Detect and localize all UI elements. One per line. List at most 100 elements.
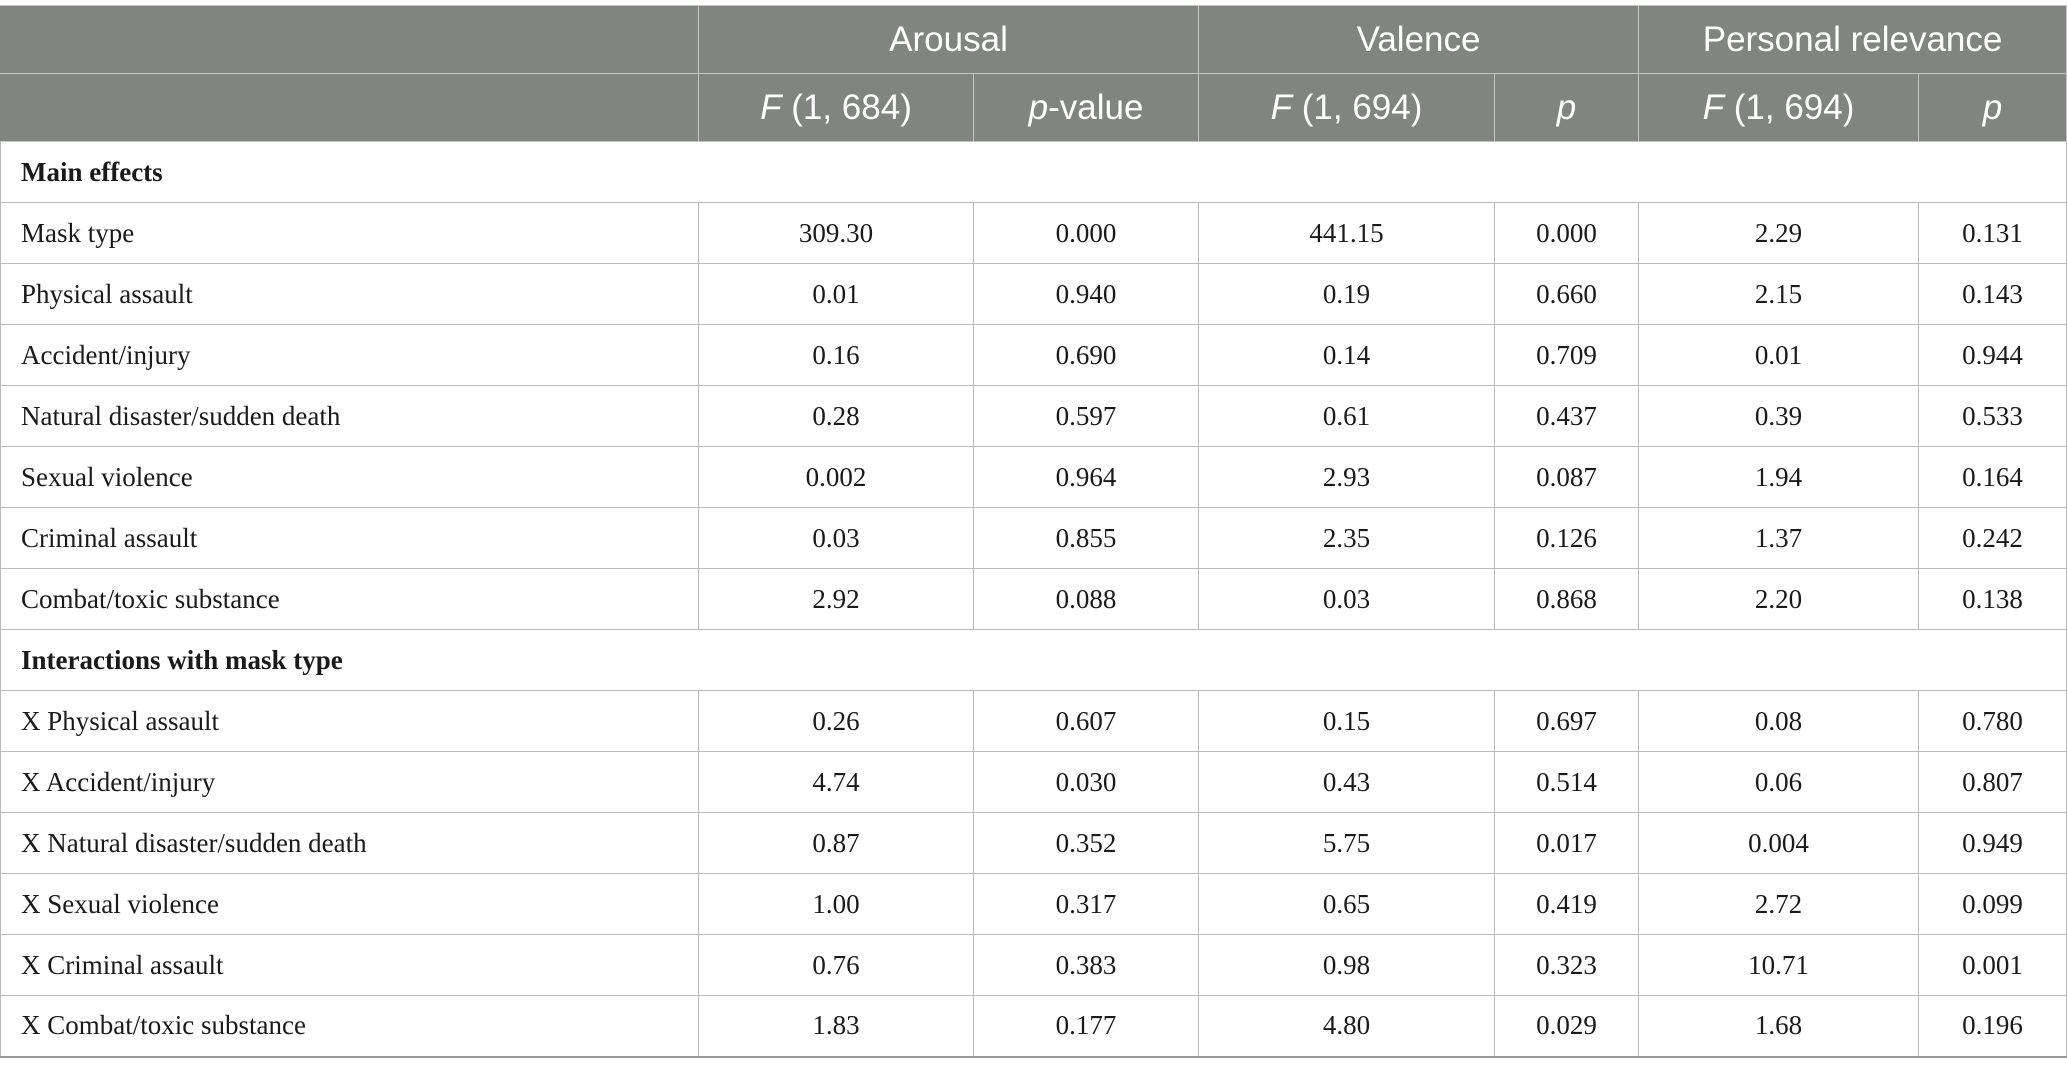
header-group-row: Arousal Valence Personal relevance: [0, 5, 2067, 74]
row-label: Physical assault: [0, 263, 699, 325]
table-cell: 0.088: [972, 568, 1200, 630]
table-row: X Sexual violence 1.00 0.317 0.65 0.419 2.72 0…: [0, 873, 2067, 935]
table-row: Sexual violence 0.002 0.964 2.93 0.087 1.94 0.…: [0, 446, 2067, 508]
header-subcolumn-row: F (1, 684) p-value F (1, 694) p F (1, 69…: [0, 73, 2067, 142]
header-corner-cell: [0, 73, 699, 142]
row-label: X Physical assault: [0, 690, 699, 752]
table-cell: 0.138: [1918, 568, 2067, 630]
table-cell: 0.660: [1494, 263, 1640, 325]
row-label: X Combat/toxic substance: [0, 995, 699, 1058]
table-cell: 0.597: [972, 385, 1200, 447]
table-cell: 10.71: [1638, 934, 1920, 996]
table-cell: 4.74: [698, 751, 974, 813]
table-cell: 0.002: [698, 446, 974, 508]
row-label: Sexual violence: [0, 446, 699, 508]
table-cell: 1.83: [698, 995, 974, 1058]
row-label: X Sexual violence: [0, 873, 699, 935]
stat-symbol: p: [1982, 87, 2003, 127]
table-cell: 0.944: [1918, 324, 2067, 386]
table-cell: 0.196: [1918, 995, 2067, 1058]
table-cell: 0.43: [1198, 751, 1496, 813]
table-cell: 0.099: [1918, 873, 2067, 935]
table-cell: 0.690: [972, 324, 1200, 386]
table-cell: 0.949: [1918, 812, 2067, 874]
row-label: Combat/toxic substance: [0, 568, 699, 630]
row-label: Accident/injury: [0, 324, 699, 386]
table-cell: 0.780: [1918, 690, 2067, 752]
table-body: Main effects Mask type 309.30 0.000 441.15 0.…: [0, 141, 2067, 1058]
header-col-arousal-p: p-value: [972, 73, 1200, 142]
stat-symbol: F: [1270, 87, 1293, 127]
table-cell: 2.20: [1638, 568, 1920, 630]
table-cell: 0.709: [1494, 324, 1640, 386]
table-cell: 0.61: [1198, 385, 1496, 447]
table-cell: 0.06: [1638, 751, 1920, 813]
table-cell: 0.855: [972, 507, 1200, 569]
header-col-relevance-f: F (1, 694): [1638, 73, 1920, 142]
table-cell: 0.65: [1198, 873, 1496, 935]
results-table: Arousal Valence Personal relevance F (1,…: [0, 5, 2067, 1058]
table-row: X Accident/injury 4.74 0.030 0.43 0.514 0.06 0…: [0, 751, 2067, 813]
header-corner-cell: [0, 5, 699, 74]
table-row: X Combat/toxic substance 1.83 0.177 4.80 0.0…: [0, 995, 2067, 1058]
table-cell: 0.964: [972, 446, 1200, 508]
header-group-valence: Valence: [1198, 5, 1640, 74]
table-row: X Physical assault 0.26 0.607 0.15 0.697 0.08…: [0, 690, 2067, 752]
table-cell: 0.143: [1918, 263, 2067, 325]
table-cell: 0.697: [1494, 690, 1640, 752]
stat-suffix: -value: [1048, 87, 1144, 127]
table-row: Natural disaster/sudden death 0.28 0.597 0.…: [0, 385, 2067, 447]
table-cell: 0.001: [1918, 934, 2067, 996]
table-cell: 1.68: [1638, 995, 1920, 1058]
stat-symbol: p: [1028, 87, 1049, 127]
section-header-row: Interactions with mask type: [0, 629, 2067, 691]
table-cell: 0.029: [1494, 995, 1640, 1058]
table-cell: 0.030: [972, 751, 1200, 813]
table-cell: 441.15: [1198, 202, 1496, 264]
table-cell: 0.437: [1494, 385, 1640, 447]
table-cell: 0.87: [698, 812, 974, 874]
table-cell: 0.242: [1918, 507, 2067, 569]
table-row: X Natural disaster/sudden death 0.87 0.352…: [0, 812, 2067, 874]
table-cell: 1.37: [1638, 507, 1920, 569]
table-cell: 0.15: [1198, 690, 1496, 752]
stat-symbol: F: [760, 87, 782, 127]
table-cell: 0.514: [1494, 751, 1640, 813]
table-cell: 0.000: [972, 202, 1200, 264]
table-cell: 0.940: [972, 263, 1200, 325]
stat-suffix: (1, 694): [1724, 87, 1855, 127]
table-cell: 2.92: [698, 568, 974, 630]
stat-symbol: F: [1702, 87, 1725, 127]
table-cell: 0.419: [1494, 873, 1640, 935]
table-cell: 0.087: [1494, 446, 1640, 508]
stat-suffix: (1, 684): [781, 87, 912, 127]
row-label: Criminal assault: [0, 507, 699, 569]
row-label: X Accident/injury: [0, 751, 699, 813]
table-cell: 1.94: [1638, 446, 1920, 508]
table-cell: 309.30: [698, 202, 974, 264]
table-cell: 0.017: [1494, 812, 1640, 874]
row-label: X Natural disaster/sudden death: [0, 812, 699, 874]
table-cell: 0.08: [1638, 690, 1920, 752]
row-label: X Criminal assault: [0, 934, 699, 996]
section-title: Interactions with mask type: [0, 629, 2067, 691]
table-cell: 0.868: [1494, 568, 1640, 630]
table-cell: 0.26: [698, 690, 974, 752]
row-label: Natural disaster/sudden death: [0, 385, 699, 447]
header-col-arousal-f: F (1, 684): [698, 73, 974, 142]
table-cell: 0.76: [698, 934, 974, 996]
table-cell: 0.19: [1198, 263, 1496, 325]
section-title: Main effects: [0, 141, 2067, 203]
table-cell: 2.72: [1638, 873, 1920, 935]
table-cell: 0.607: [972, 690, 1200, 752]
header-group-personal-relevance: Personal relevance: [1638, 5, 2067, 74]
table-cell: 0.126: [1494, 507, 1640, 569]
table-cell: 0.16: [698, 324, 974, 386]
table-cell: 0.807: [1918, 751, 2067, 813]
table-cell: 2.35: [1198, 507, 1496, 569]
table-row: X Criminal assault 0.76 0.383 0.98 0.323 10.7…: [0, 934, 2067, 996]
table-cell: 4.80: [1198, 995, 1496, 1058]
table-cell: 0.39: [1638, 385, 1920, 447]
table-cell: 0.03: [1198, 568, 1496, 630]
table-cell: 0.131: [1918, 202, 2067, 264]
